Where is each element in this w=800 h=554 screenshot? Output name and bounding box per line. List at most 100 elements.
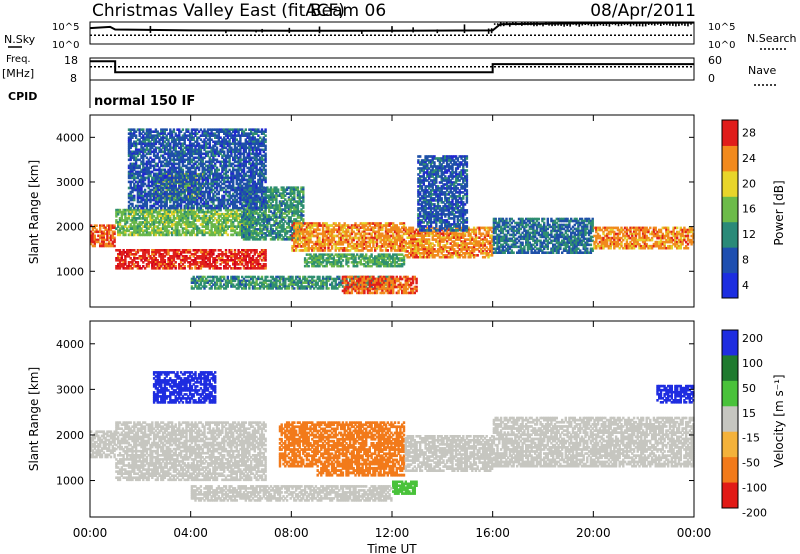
power-cells-cell	[188, 249, 192, 252]
power-cells-cell	[248, 285, 251, 288]
power-cells-cell	[259, 210, 262, 213]
power-cells-cell	[368, 222, 371, 225]
power-cells-cell	[163, 208, 167, 212]
power-cells-cell	[224, 259, 228, 262]
power-cells-cell	[203, 214, 206, 218]
power-cells-cell	[226, 259, 229, 262]
power-cells-cell	[469, 234, 472, 237]
power-cells-cell	[442, 232, 445, 236]
power-cells-cell	[444, 238, 447, 241]
power-cells-cell	[458, 228, 461, 232]
power-cells-cell	[321, 285, 325, 288]
power-cells-cell	[428, 181, 431, 184]
power-cells-cell	[327, 261, 330, 264]
power-cells-cell	[208, 259, 211, 262]
power-cells-cell	[345, 281, 348, 285]
power-cells-cell	[242, 194, 246, 197]
power-cells-cell	[237, 283, 240, 286]
power-cells-cell	[138, 217, 141, 220]
power-cells-cell	[260, 259, 264, 262]
power-cells-cell	[419, 215, 422, 218]
power-cells-cell	[397, 291, 400, 295]
power-cells-cell	[244, 267, 247, 270]
power-cells-cell	[251, 226, 255, 229]
power-cells-cell	[138, 257, 141, 260]
power-cells-cell	[170, 259, 174, 262]
power-cells-cell	[296, 214, 300, 217]
power-cells-cell	[179, 214, 183, 218]
power-cells-cell	[250, 275, 253, 279]
power-cells-cell	[431, 234, 434, 237]
power-cells-cell	[194, 249, 197, 252]
power-cells-cell	[134, 231, 138, 235]
power-cells-cell	[244, 236, 247, 239]
power-cells-cell	[133, 219, 136, 222]
power-cells-cell	[350, 253, 354, 256]
power-cells-cell	[352, 287, 355, 291]
power-cells-cell	[431, 250, 434, 253]
power-cells-cell	[167, 217, 170, 220]
power-cells-cell	[196, 263, 199, 266]
power-cells-cell	[395, 257, 398, 260]
power-cells-cell	[406, 283, 409, 287]
power-cells-cell	[176, 223, 179, 226]
power-cells-cell	[165, 249, 168, 252]
power-cells-cell	[453, 244, 456, 247]
power-cells-cell	[354, 245, 357, 248]
power-cells-cell	[419, 211, 422, 214]
power-cells-cell	[194, 265, 197, 268]
power-cells-cell	[129, 223, 132, 226]
power-cells-cell	[262, 285, 265, 288]
power-cells-cell	[429, 155, 433, 158]
power-cells-cell	[481, 242, 485, 245]
power-cells-cell	[253, 232, 256, 235]
power-cells-cell	[377, 236, 380, 240]
power-cells-cell	[402, 226, 406, 229]
power-cells-cell	[330, 247, 334, 250]
power-cells-cell	[278, 208, 282, 211]
power-cells-cell	[428, 195, 431, 198]
power-cells-cell	[365, 277, 368, 281]
power-cells-cell	[338, 226, 341, 229]
noise-left-tick-bottom: 10^0	[52, 40, 79, 51]
power-cells-cell	[311, 222, 314, 225]
power-cells-cell	[348, 242, 352, 246]
power-cells-cell	[428, 229, 431, 232]
power-cells-cell	[424, 187, 427, 190]
power-cells-cell	[345, 253, 348, 256]
power-cells-cell	[323, 234, 327, 238]
power-cells-cell	[419, 187, 422, 190]
power-cells-cell	[381, 285, 384, 289]
power-cells-cell	[320, 261, 323, 264]
power-cells-cell	[253, 210, 256, 213]
power-cells-cell	[108, 240, 111, 244]
power-cells-cell	[280, 210, 283, 213]
power-cells-cell	[250, 231, 253, 235]
power-cells-cell	[232, 285, 235, 288]
power-cells-cell	[296, 242, 300, 246]
power-cells-cell	[350, 261, 354, 264]
power-cells-cell	[192, 212, 195, 216]
power-cells-cell	[242, 232, 246, 235]
power-cells-cell	[257, 255, 260, 258]
power-cells-cell	[122, 212, 125, 216]
power-cells-cell	[280, 196, 283, 199]
power-cells-cell	[287, 196, 291, 199]
power-cells-cell	[224, 214, 228, 218]
power-cells-cell	[350, 281, 354, 285]
power-cells-cell	[242, 253, 246, 256]
power-cells-cell	[109, 242, 113, 246]
power-cells-cell	[456, 232, 460, 236]
power-cells-cell	[91, 228, 95, 232]
power-cells-cell	[451, 254, 454, 257]
power-cells-cell	[127, 261, 131, 264]
power-cells-cell	[237, 281, 240, 284]
power-cells-cell	[106, 236, 109, 240]
power-cells-cell	[399, 245, 402, 248]
power-cells-cell	[275, 279, 278, 283]
power-cells-cell	[259, 236, 262, 239]
power-cells-cell	[282, 238, 285, 241]
power-cells-cell	[233, 263, 237, 266]
power-cells-cell	[250, 283, 253, 286]
power-cells-cell	[429, 250, 433, 253]
